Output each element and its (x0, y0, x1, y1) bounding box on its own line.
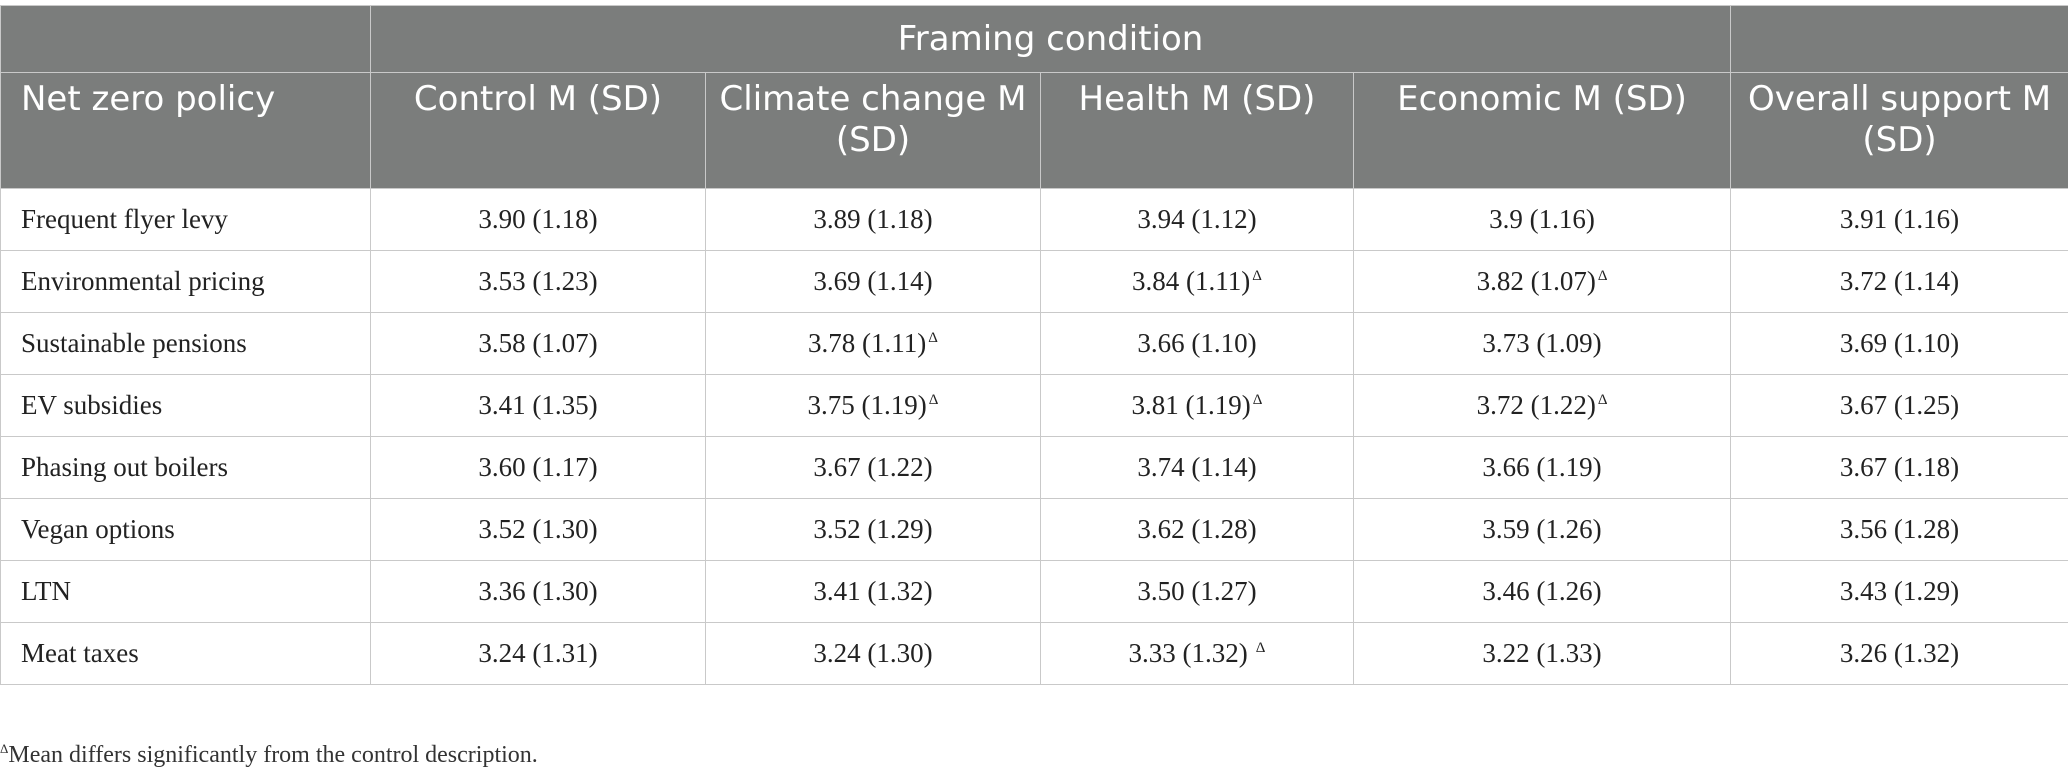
policy-cell: LTN (0, 560, 371, 623)
column-header-overall-support: Overall support M (SD) (1730, 72, 2068, 189)
table-row: LTN 3.36 (1.30) 3.41 (1.32) 3.50 (1.27) … (0, 560, 2068, 623)
climate-cell: 3.78 (1.11) Δ (705, 312, 1041, 375)
table-row: EV subsidies 3.41 (1.35) 3.75 (1.19) Δ 3.… (0, 374, 2068, 437)
climate-cell: 3.41 (1.32) (705, 560, 1041, 623)
climate-cell: 3.24 (1.30) (705, 622, 1041, 685)
footnote: ΔMean differs significantly from the con… (0, 741, 538, 769)
health-cell: 3.74 (1.14) (1040, 436, 1354, 499)
policy-cell: Frequent flyer levy (0, 188, 371, 251)
table-row: Frequent flyer levy 3.90 (1.18) 3.89 (1.… (0, 188, 2068, 251)
significance-marker: Δ (928, 330, 938, 346)
policy-cell: Environmental pricing (0, 250, 371, 313)
column-header-climate-change: Climate change M (SD) (705, 72, 1041, 189)
policy-cell: Meat taxes (0, 622, 371, 685)
health-cell: 3.50 (1.27) (1040, 560, 1354, 623)
table-row: Vegan options 3.52 (1.30) 3.52 (1.29) 3.… (0, 498, 2068, 561)
table-row: Meat taxes 3.24 (1.31) 3.24 (1.30) 3.33 … (0, 622, 2068, 685)
economic-cell: 3.9 (1.16) (1352, 188, 1732, 251)
climate-cell: 3.75 (1.19) Δ (705, 374, 1041, 437)
climate-value: 3.78 (1.11) (808, 328, 927, 358)
significance-marker: Δ (1597, 392, 1608, 408)
control-cell: 3.36 (1.30) (370, 560, 706, 623)
control-cell: 3.58 (1.07) (370, 312, 706, 375)
health-value: 3.81 (1.19) (1131, 390, 1251, 420)
health-value: 3.33 (1.32) (1128, 638, 1248, 668)
health-cell: 3.94 (1.12) (1040, 188, 1354, 251)
policy-cell: Phasing out boilers (0, 436, 371, 499)
control-cell: 3.24 (1.31) (370, 622, 706, 685)
significance-marker: Δ (1597, 268, 1608, 284)
economic-cell: 3.59 (1.26) (1352, 498, 1732, 561)
overall-cell: 3.67 (1.25) (1730, 374, 2068, 437)
header-group-row: Framing condition (0, 5, 2068, 73)
health-cell: 3.81 (1.19) Δ (1040, 374, 1354, 437)
health-value: 3.84 (1.11) (1132, 266, 1251, 296)
control-cell: 3.52 (1.30) (370, 498, 706, 561)
results-table: Framing condition Net zero policy Contro… (0, 5, 2068, 685)
health-cell: 3.66 (1.10) (1040, 312, 1354, 375)
control-cell: 3.90 (1.18) (370, 188, 706, 251)
overall-cell: 3.69 (1.10) (1730, 312, 2068, 375)
policy-cell: Vegan options (0, 498, 371, 561)
significance-marker: Δ (1255, 640, 1266, 656)
table-row: Phasing out boilers 3.60 (1.17) 3.67 (1.… (0, 436, 2068, 499)
table-row: Sustainable pensions 3.58 (1.07) 3.78 (1… (0, 312, 2068, 375)
control-cell: 3.53 (1.23) (370, 250, 706, 313)
column-header-economic: Economic M (SD) (1352, 72, 1732, 189)
header-blank-cell (1730, 5, 2068, 73)
health-cell: 3.84 (1.11) Δ (1040, 250, 1354, 313)
footnote-text: Mean differs significantly from the cont… (8, 742, 538, 768)
table-row: Environmental pricing 3.53 (1.23) 3.69 (… (0, 250, 2068, 313)
economic-cell: 3.22 (1.33) (1352, 622, 1732, 685)
economic-cell: 3.66 (1.19) (1352, 436, 1732, 499)
climate-cell: 3.69 (1.14) (705, 250, 1041, 313)
climate-cell: 3.52 (1.29) (705, 498, 1041, 561)
policy-cell: Sustainable pensions (0, 312, 371, 375)
climate-value: 3.75 (1.19) (807, 390, 927, 420)
table-body: Frequent flyer levy 3.90 (1.18) 3.89 (1.… (0, 188, 2068, 685)
column-header-control: Control M (SD) (370, 72, 706, 189)
climate-cell: 3.89 (1.18) (705, 188, 1041, 251)
economic-cell: 3.73 (1.09) (1352, 312, 1732, 375)
policy-cell: EV subsidies (0, 374, 371, 437)
header-column-row: Net zero policy Control M (SD) Climate c… (0, 72, 2068, 189)
overall-cell: 3.26 (1.32) (1730, 622, 2068, 685)
economic-cell: 3.72 (1.22) Δ (1352, 374, 1732, 437)
table-header: Framing condition Net zero policy Contro… (0, 5, 2068, 189)
economic-value: 3.72 (1.22) (1476, 390, 1596, 420)
control-cell: 3.41 (1.35) (370, 374, 706, 437)
column-header-policy: Net zero policy (0, 72, 371, 189)
significance-marker: Δ (1252, 392, 1263, 408)
column-header-health: Health M (SD) (1040, 72, 1354, 189)
footnote-marker: Δ (0, 741, 9, 756)
overall-cell: 3.43 (1.29) (1730, 560, 2068, 623)
economic-cell: 3.46 (1.26) (1352, 560, 1732, 623)
overall-cell: 3.67 (1.18) (1730, 436, 2068, 499)
overall-cell: 3.56 (1.28) (1730, 498, 2068, 561)
economic-value: 3.82 (1.07) (1476, 266, 1596, 296)
control-cell: 3.60 (1.17) (370, 436, 706, 499)
overall-cell: 3.91 (1.16) (1730, 188, 2068, 251)
significance-marker: Δ (1252, 268, 1262, 284)
climate-cell: 3.67 (1.22) (705, 436, 1041, 499)
health-cell: 3.33 (1.32) Δ (1040, 622, 1354, 685)
economic-cell: 3.82 (1.07) Δ (1352, 250, 1732, 313)
header-blank-cell (0, 5, 371, 73)
overall-cell: 3.72 (1.14) (1730, 250, 2068, 313)
health-cell: 3.62 (1.28) (1040, 498, 1354, 561)
significance-marker: Δ (928, 392, 939, 408)
framing-condition-header: Framing condition (369, 5, 1732, 73)
